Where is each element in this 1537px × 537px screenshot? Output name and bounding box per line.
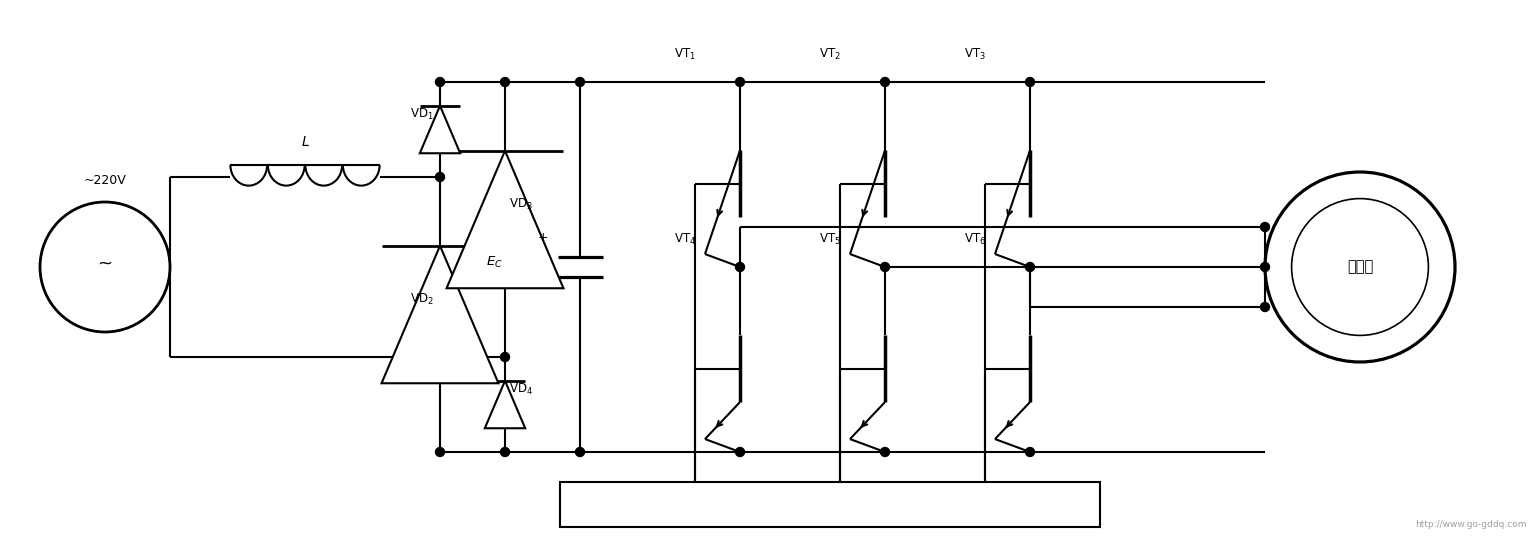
Circle shape bbox=[736, 263, 744, 272]
Circle shape bbox=[736, 77, 744, 86]
Polygon shape bbox=[484, 381, 526, 428]
Polygon shape bbox=[381, 246, 498, 383]
Text: +: + bbox=[538, 230, 547, 243]
Circle shape bbox=[435, 77, 444, 86]
Text: ~220V: ~220V bbox=[83, 174, 126, 187]
Circle shape bbox=[575, 447, 584, 456]
Circle shape bbox=[1260, 263, 1270, 272]
Text: http://www.go-gddq.com: http://www.go-gddq.com bbox=[1416, 520, 1526, 529]
Circle shape bbox=[1025, 447, 1034, 456]
Circle shape bbox=[501, 447, 509, 456]
Circle shape bbox=[1025, 263, 1034, 272]
Circle shape bbox=[881, 77, 890, 86]
Text: VD$_4$: VD$_4$ bbox=[509, 382, 533, 397]
Text: L: L bbox=[301, 135, 309, 149]
Circle shape bbox=[736, 447, 744, 456]
Text: VT$_6$: VT$_6$ bbox=[964, 232, 987, 247]
Text: VT$_5$: VT$_5$ bbox=[819, 232, 841, 247]
Text: ~: ~ bbox=[97, 255, 112, 273]
Circle shape bbox=[501, 352, 509, 361]
Bar bbox=[559, 482, 1100, 527]
Text: VD$_1$: VD$_1$ bbox=[410, 107, 433, 122]
Text: VD$_2$: VD$_2$ bbox=[410, 292, 433, 307]
Circle shape bbox=[501, 77, 509, 86]
Text: VT$_3$: VT$_3$ bbox=[964, 47, 985, 62]
Circle shape bbox=[1260, 222, 1270, 231]
Text: VT$_4$: VT$_4$ bbox=[673, 232, 696, 247]
Circle shape bbox=[1025, 77, 1034, 86]
Text: VT$_2$: VT$_2$ bbox=[819, 47, 841, 62]
Circle shape bbox=[435, 172, 444, 182]
Circle shape bbox=[881, 263, 890, 272]
Polygon shape bbox=[447, 151, 564, 288]
Text: $E_C$: $E_C$ bbox=[486, 255, 503, 270]
Text: VT$_1$: VT$_1$ bbox=[675, 47, 696, 62]
Circle shape bbox=[1260, 302, 1270, 311]
Text: 电动机: 电动机 bbox=[1346, 259, 1373, 274]
Text: VD$_3$: VD$_3$ bbox=[509, 197, 533, 212]
Circle shape bbox=[435, 447, 444, 456]
Circle shape bbox=[881, 447, 890, 456]
Polygon shape bbox=[420, 106, 460, 153]
Circle shape bbox=[575, 77, 584, 86]
Text: IGBT驱动电路: IGBT驱动电路 bbox=[796, 497, 864, 512]
